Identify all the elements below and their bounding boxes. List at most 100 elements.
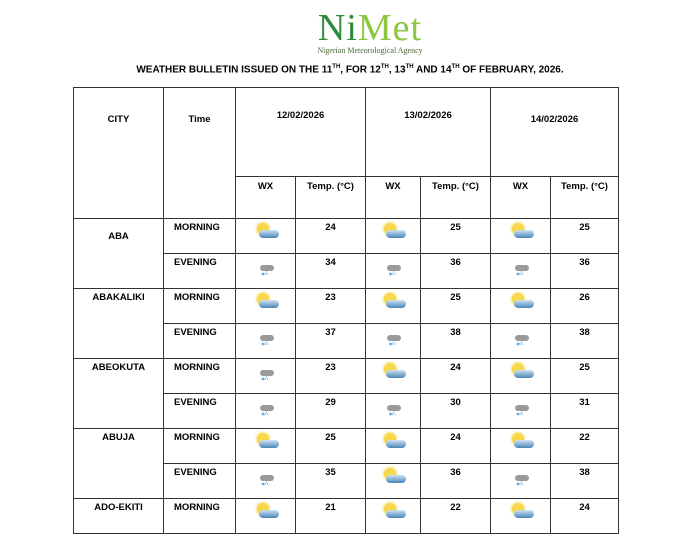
- rain-cloud-icon: ⁎∴: [380, 327, 406, 347]
- table-row: EVENING ⁎∴ 37 ⁎∴ 38 ⁎∴ 38: [74, 323, 619, 359]
- temp-cell: 22: [550, 428, 619, 464]
- city-header: CITY: [73, 87, 164, 219]
- rain-cloud-icon: ⁎∴: [508, 467, 534, 487]
- wx-cell: ⁎∴: [490, 323, 551, 359]
- time-cell: MORNING: [163, 358, 236, 394]
- temp-cell: 22: [420, 498, 491, 534]
- sun-cloud-icon: [380, 292, 406, 310]
- sun-cloud-icon: [380, 467, 406, 485]
- wx-cell: ⁎∴: [365, 323, 421, 359]
- time-cell: EVENING: [163, 253, 236, 289]
- temp-cell: 25: [550, 358, 619, 394]
- wx-cell: [235, 288, 296, 324]
- time-cell: EVENING: [163, 463, 236, 499]
- temp-cell: 38: [420, 323, 491, 359]
- temp-cell: 24: [295, 218, 366, 254]
- temp-cell: 25: [295, 428, 366, 464]
- temp-cell: 38: [550, 323, 619, 359]
- temp-cell: 35: [295, 463, 366, 499]
- temp-cell: 25: [420, 288, 491, 324]
- temp-cell: 34: [295, 253, 366, 289]
- temp-cell: 21: [295, 498, 366, 534]
- wx-header: WX: [490, 176, 551, 219]
- time-cell: MORNING: [163, 498, 236, 534]
- rain-cloud-icon: ⁎∴: [253, 397, 279, 417]
- table-row: EVENING ⁎∴ 35 36 ⁎∴ 38: [74, 463, 619, 499]
- table-row: ABA MORNING 24 25 25: [73, 218, 619, 289]
- time-cell: MORNING: [163, 428, 236, 464]
- wx-header: WX: [365, 176, 421, 219]
- wx-cell: [365, 218, 421, 254]
- city-cell: ABUJA: [73, 428, 164, 499]
- city-cell: ABAKALIKI: [73, 288, 164, 359]
- time-cell: EVENING: [163, 393, 236, 429]
- temp-cell: 31: [550, 393, 619, 429]
- temp-cell: 25: [550, 218, 619, 254]
- logo-name-b: Met: [357, 7, 423, 49]
- rain-cloud-icon: ⁎∴: [253, 327, 279, 347]
- wx-header: WX: [235, 176, 296, 219]
- wx-cell: [490, 288, 551, 324]
- weather-table: CITY Time 12/02/2026 13/02/2026 14/02/20…: [73, 87, 619, 534]
- wx-cell: [365, 358, 421, 394]
- temp-cell: 23: [295, 288, 366, 324]
- table-row: EVENING ⁎∴ 29 ⁎∴ 30 ⁎∴ 31: [74, 393, 619, 429]
- city-cell: ABA: [73, 218, 164, 289]
- time-header: Time: [163, 87, 236, 219]
- wx-cell: ⁎∴: [365, 253, 421, 289]
- table-row: ABAKALIKI MORNING 23 25 26: [73, 288, 619, 359]
- temp-cell: 24: [550, 498, 619, 534]
- wx-cell: [235, 428, 296, 464]
- wx-cell: [235, 218, 296, 254]
- temp-cell: 36: [420, 253, 491, 289]
- rain-cloud-icon: ⁎∴: [380, 257, 406, 277]
- wx-cell: [235, 498, 296, 534]
- temp-cell: 37: [295, 323, 366, 359]
- rain-cloud-icon: ⁎∴: [508, 257, 534, 277]
- temp-cell: 36: [420, 463, 491, 499]
- logo-subtitle: Nigerian Meteorological Agency: [317, 46, 423, 55]
- wx-cell: [365, 288, 421, 324]
- sun-cloud-icon: [380, 432, 406, 450]
- wx-cell: ⁎∴: [235, 393, 296, 429]
- wx-cell: ⁎∴: [365, 393, 421, 429]
- time-cell: MORNING: [163, 218, 236, 254]
- wx-cell: ⁎∴: [235, 358, 296, 394]
- date-header: 14/02/2026: [490, 87, 619, 177]
- wx-cell: ⁎∴: [490, 393, 551, 429]
- wx-cell: [365, 428, 421, 464]
- wx-cell: [365, 498, 421, 534]
- city-cell: ABEOKUTA: [73, 358, 164, 429]
- temp-cell: 26: [550, 288, 619, 324]
- table-row: ADO-EKITI MORNING 21 22 24: [73, 498, 619, 534]
- wx-cell: ⁎∴: [235, 463, 296, 499]
- temp-cell: 24: [420, 428, 491, 464]
- wx-cell: ⁎∴: [490, 253, 551, 289]
- temp-cell: 25: [420, 218, 491, 254]
- wx-cell: [490, 428, 551, 464]
- sun-cloud-icon: [508, 362, 534, 380]
- wx-cell: [365, 463, 421, 499]
- date-header: 12/02/2026: [235, 87, 366, 177]
- temp-cell: 29: [295, 393, 366, 429]
- rain-cloud-icon: ⁎∴: [380, 397, 406, 417]
- temp-cell: 23: [295, 358, 366, 394]
- rain-cloud-icon: ⁎∴: [253, 362, 279, 382]
- wx-cell: ⁎∴: [490, 463, 551, 499]
- date-header: 13/02/2026: [365, 87, 491, 177]
- rain-cloud-icon: ⁎∴: [508, 397, 534, 417]
- sun-cloud-icon: [508, 432, 534, 450]
- wx-cell: [490, 218, 551, 254]
- table-row: EVENING ⁎∴ 34 ⁎∴ 36 ⁎∴ 36: [74, 253, 619, 289]
- temp-header: Temp. (°C): [295, 176, 366, 219]
- sun-cloud-icon: [380, 222, 406, 240]
- table-row: ABEOKUTA MORNING ⁎∴ 23 24 25: [73, 358, 619, 429]
- table-row: ABUJA MORNING 25 24 22: [73, 428, 619, 499]
- temp-header: Temp. (°C): [420, 176, 491, 219]
- logo-name-a: Ni: [317, 7, 358, 49]
- temp-cell: 30: [420, 393, 491, 429]
- bulletin-title: WEATHER BULLETIN ISSUED ON THE 11TH, FOR…: [136, 64, 564, 76]
- sun-cloud-icon: [508, 502, 534, 520]
- sun-cloud-icon: [380, 362, 406, 380]
- sun-cloud-icon: [253, 292, 279, 310]
